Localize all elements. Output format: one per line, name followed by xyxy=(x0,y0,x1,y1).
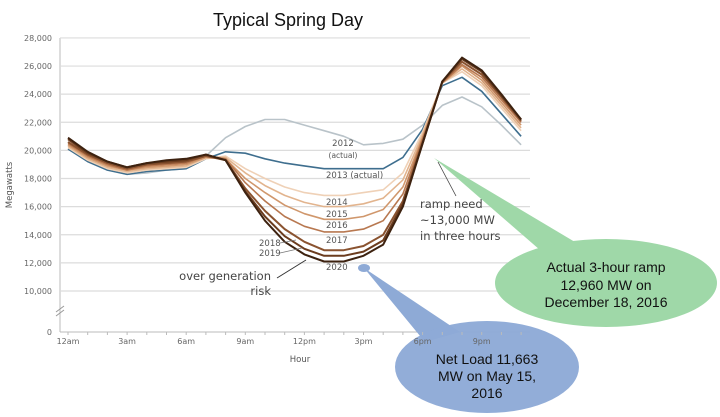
label-2017: 2017 xyxy=(326,236,348,246)
x-tick-label: 12am xyxy=(57,337,80,346)
x-tick-label: 6pm xyxy=(414,337,432,346)
ramp-need-line3: in three hours xyxy=(420,229,501,243)
series-line-2020 xyxy=(67,56,522,263)
y-tick-label: 10,000 xyxy=(24,287,52,296)
x-axis-label: Hour xyxy=(290,355,311,365)
x-tick-label: 3am xyxy=(118,337,136,346)
ramp-need-line2: ~13,000 MW xyxy=(420,213,495,227)
axis-break-icon xyxy=(55,305,65,317)
series-line-2015 xyxy=(67,68,522,208)
net-load-callout-bubble xyxy=(395,321,579,413)
net-load-callout-line2: MW on May 15, xyxy=(438,368,536,384)
x-tick-label: 9am xyxy=(236,337,254,346)
leader-2018 xyxy=(279,239,297,244)
label-2012: 2012 xyxy=(332,139,354,149)
over-generation-pointer xyxy=(276,259,307,279)
ramp-callout: Actual 3-hour ramp 12,960 MW on December… xyxy=(434,158,717,327)
net-load-callout: Net Load 11,663 MW on May 15, 2016 xyxy=(358,264,579,413)
net-load-callout-line1: Net Load 11,663 xyxy=(436,351,539,367)
ramp-need-line1: ramp need xyxy=(420,197,483,211)
series-line-2012 xyxy=(67,96,522,176)
y-tick-label: 28,000 xyxy=(24,34,52,43)
chart-title: Typical Spring Day xyxy=(213,10,363,30)
label-2014: 2014 xyxy=(326,198,348,208)
over-generation-line1: over generation xyxy=(179,269,271,283)
x-tick-label: 12pm xyxy=(293,337,316,346)
label-2020: 2020 xyxy=(326,263,348,273)
ramp-callout-bubble xyxy=(495,239,717,327)
series-line-2017 xyxy=(67,63,522,233)
ramp-callout-line2: 12,960 MW on xyxy=(560,277,651,293)
y-tick-label: 18,000 xyxy=(24,175,52,184)
net-load-callout-line3: 2016 xyxy=(471,385,502,401)
y-axis-label: Megawatts xyxy=(5,161,15,208)
label-2013: 2013 (actual) xyxy=(326,171,383,181)
label-2012-actual: (actual) xyxy=(329,151,358,160)
y-tick-label: 12,000 xyxy=(24,259,52,268)
x-tick-label: 6am xyxy=(177,337,195,346)
label-2016: 2016 xyxy=(326,221,348,231)
ramp-callout-tail xyxy=(434,158,580,250)
x-tick-label: 3pm xyxy=(355,337,373,346)
ramp-need-pointer xyxy=(437,161,457,197)
label-2019: 2019 xyxy=(259,249,281,259)
y-tick-label: 24,000 xyxy=(24,90,52,99)
ramp-callout-line3: December 18, 2016 xyxy=(545,294,668,310)
y-tick-label: 16,000 xyxy=(24,203,52,212)
net-load-callout-tail xyxy=(364,268,460,342)
x-tick-label: 9pm xyxy=(473,337,491,346)
y-tick-label: 14,000 xyxy=(24,231,52,240)
y-tick-label: 22,000 xyxy=(24,118,52,127)
ramp-callout-line1: Actual 3-hour ramp xyxy=(546,259,665,275)
y-tick-label: 26,000 xyxy=(24,62,52,71)
series-line-2013 xyxy=(67,76,522,176)
y-tick-label: 0 xyxy=(47,328,52,337)
leader-2019 xyxy=(279,247,303,254)
over-generation-line2: risk xyxy=(250,284,271,298)
y-tick-label: 20,000 xyxy=(24,146,52,155)
label-2018: 2018 xyxy=(259,239,281,249)
series-line-2014 xyxy=(67,70,522,197)
label-2015: 2015 xyxy=(326,210,348,220)
